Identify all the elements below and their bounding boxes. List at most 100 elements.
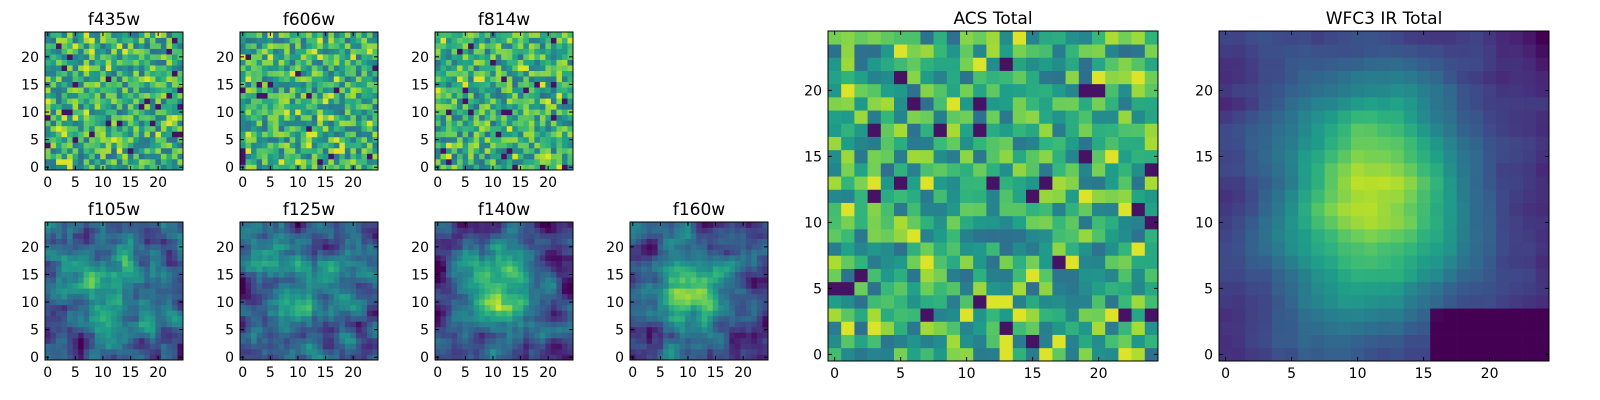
heatmap-cell: [457, 120, 463, 127]
heatmap-cell: [462, 54, 469, 60]
heatmap-cell: [122, 37, 129, 44]
heatmap-cell: [473, 233, 480, 239]
heatmap-cell: [646, 233, 653, 239]
heatmap-cell: [328, 238, 335, 245]
heatmap-cell: [501, 120, 508, 127]
heatmap-cell: [457, 299, 463, 306]
heatmap-cell: [440, 321, 447, 328]
heatmap-cell: [171, 326, 178, 333]
heatmap-cell: [1039, 255, 1053, 269]
heatmap-cell: [94, 48, 101, 55]
heatmap-cell: [350, 299, 357, 306]
heatmap-cell: [1052, 229, 1066, 243]
heatmap-cell: [295, 131, 302, 138]
heatmap-cell: [339, 315, 346, 322]
heatmap-cell: [105, 37, 112, 44]
heatmap-cell: [446, 48, 452, 55]
heatmap-cell: [960, 268, 974, 283]
heatmap-cell: [317, 120, 324, 127]
heatmap-cell: [674, 293, 681, 300]
heatmap-cell: [267, 233, 274, 239]
heatmap-cell: [127, 136, 134, 143]
heatmap-cell: [256, 227, 263, 234]
heatmap-cell: [707, 321, 714, 328]
heatmap-cell: [94, 354, 101, 361]
heatmap-cell: [267, 310, 274, 317]
heatmap-cell: [986, 229, 1000, 243]
heatmap-cell: [361, 114, 368, 121]
heatmap-cell: [317, 153, 324, 160]
heatmap-cell: [435, 76, 441, 83]
heatmap-cell: [446, 266, 452, 273]
heatmap-cell: [479, 32, 486, 38]
heatmap-cell: [245, 255, 252, 261]
heatmap-cell: [523, 343, 530, 350]
heatmap-cell: [273, 326, 279, 333]
heatmap-cell: [479, 103, 486, 110]
heatmap-cell: [322, 288, 329, 295]
heatmap-cell: [344, 348, 351, 355]
y-tick-label: 15: [411, 77, 429, 93]
heatmap-cell: [539, 147, 546, 154]
heatmap-cell: [1026, 347, 1040, 362]
heatmap-cell: [561, 147, 568, 154]
heatmap-cell: [72, 153, 79, 160]
heatmap-cell: [111, 326, 118, 333]
heatmap-cell: [490, 227, 497, 234]
heatmap-cell: [116, 103, 123, 110]
heatmap-cell: [171, 131, 178, 138]
heatmap-cell: [528, 326, 535, 333]
heatmap-cell: [740, 310, 747, 317]
heatmap-cell: [344, 321, 351, 328]
heatmap-cell: [262, 337, 268, 344]
heatmap-cell: [495, 343, 502, 350]
heatmap-cell: [462, 158, 469, 165]
heatmap-cell: [355, 59, 362, 66]
heatmap-cell: [122, 48, 129, 55]
heatmap-cell: [256, 271, 263, 278]
heatmap-cell: [1078, 189, 1093, 203]
heatmap-cell: [333, 304, 340, 311]
heatmap-cell: [56, 37, 62, 44]
heatmap-cell: [344, 260, 351, 267]
heatmap-cell: [490, 288, 497, 295]
heatmap-cell: [322, 277, 329, 284]
heatmap-cell: [446, 304, 452, 311]
heatmap-cell: [512, 120, 519, 127]
heatmap-cell: [652, 227, 658, 234]
heatmap-cell: [300, 321, 307, 328]
heatmap-cell: [100, 299, 107, 306]
heatmap-cell: [999, 242, 1014, 256]
heatmap-cell: [490, 153, 497, 160]
heatmap-cell: [105, 153, 112, 160]
heatmap-cell: [306, 43, 313, 49]
heatmap-cell: [284, 238, 291, 245]
heatmap-cell: [1012, 255, 1027, 269]
heatmap-cell: [435, 114, 441, 121]
heatmap-cell: [473, 227, 480, 234]
heatmap-cell: [484, 260, 491, 267]
heatmap-cell: [328, 255, 335, 261]
heatmap-cell: [50, 98, 57, 105]
heatmap-cell: [1026, 321, 1040, 335]
heatmap-cell: [435, 48, 441, 55]
heatmap-cell: [251, 98, 257, 105]
heatmap-cell: [278, 147, 285, 154]
heatmap-cell: [451, 354, 458, 361]
heatmap-cell: [328, 65, 335, 71]
heatmap-cell: [306, 282, 313, 289]
heatmap-cell: [122, 142, 129, 149]
heatmap-cell: [479, 158, 486, 165]
heatmap-cell: [723, 315, 730, 322]
heatmap-cell: [1078, 163, 1093, 177]
heatmap-cell: [339, 120, 346, 127]
heatmap-cell: [674, 354, 681, 361]
heatmap-cell: [138, 315, 145, 322]
heatmap-cell: [289, 136, 296, 143]
heatmap-cell: [78, 43, 84, 49]
heatmap-cell: [550, 164, 557, 171]
heatmap-cell: [344, 37, 351, 44]
heatmap-cell: [344, 293, 351, 300]
heatmap-cell: [322, 103, 329, 110]
heatmap-cell: [160, 260, 167, 267]
